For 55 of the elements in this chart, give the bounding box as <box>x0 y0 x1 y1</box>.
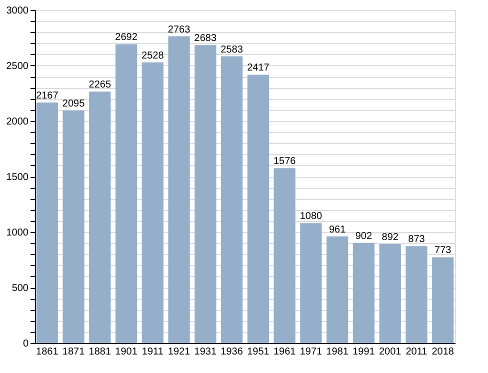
y-tick-label: 3000 <box>6 6 29 16</box>
bar <box>89 92 111 343</box>
x-tick-label: 1861 <box>36 346 59 358</box>
x-tick-label: 1991 <box>352 346 376 358</box>
x-tick-label: 1881 <box>88 346 112 358</box>
data-label: 902 <box>355 230 372 242</box>
bar <box>300 223 322 343</box>
y-tick-label: 1500 <box>6 172 29 183</box>
bar <box>220 56 243 343</box>
x-tick-label: 2018 <box>432 346 454 358</box>
bar <box>432 257 454 343</box>
x-tick-label: 1871 <box>62 346 86 358</box>
x-tick-label: 1961 <box>273 346 296 358</box>
bar <box>247 74 270 343</box>
y-tick-label: 2500 <box>6 61 29 72</box>
x-tick-label: 2001 <box>378 346 402 358</box>
bar <box>379 244 401 343</box>
data-label: 2763 <box>168 24 191 36</box>
data-label: 2583 <box>220 44 244 56</box>
data-label: 873 <box>408 234 426 246</box>
data-label: 1576 <box>273 156 296 168</box>
data-label: 961 <box>328 224 346 236</box>
data-label: 2265 <box>88 80 112 91</box>
x-tick-label: 1901 <box>115 346 138 358</box>
data-label: 1080 <box>300 211 323 222</box>
data-label: 2528 <box>142 50 164 62</box>
x-tick-label: 1951 <box>247 346 270 358</box>
x-tick-label: 1981 <box>326 346 349 358</box>
data-label: 892 <box>382 232 399 243</box>
data-label: 2167 <box>36 90 59 102</box>
data-label: 2095 <box>62 98 86 110</box>
data-label: 2692 <box>115 32 138 44</box>
y-tick-label: 1000 <box>6 228 29 238</box>
data-label: 2417 <box>247 62 270 74</box>
y-tick-label: 0 <box>22 338 29 350</box>
bar <box>274 168 296 343</box>
bar <box>142 62 164 343</box>
bar <box>115 44 138 343</box>
bar <box>62 110 84 343</box>
y-tick-label: 500 <box>12 283 29 294</box>
x-tick-label: 2011 <box>406 346 428 358</box>
x-tick-label: 1936 <box>220 346 244 358</box>
bar <box>36 102 58 343</box>
x-tick-label: 1921 <box>168 346 191 358</box>
x-tick-label: 1971 <box>300 346 323 358</box>
bar <box>326 236 348 343</box>
x-tick-label: 1931 <box>194 346 217 358</box>
bar <box>406 246 428 343</box>
data-label: 773 <box>434 245 452 256</box>
y-tick-label: 2000 <box>6 116 29 128</box>
bar <box>194 45 216 343</box>
bar <box>168 36 190 343</box>
x-tick-label: 1911 <box>142 346 164 358</box>
data-label: 2683 <box>194 33 217 44</box>
bar <box>352 242 375 343</box>
